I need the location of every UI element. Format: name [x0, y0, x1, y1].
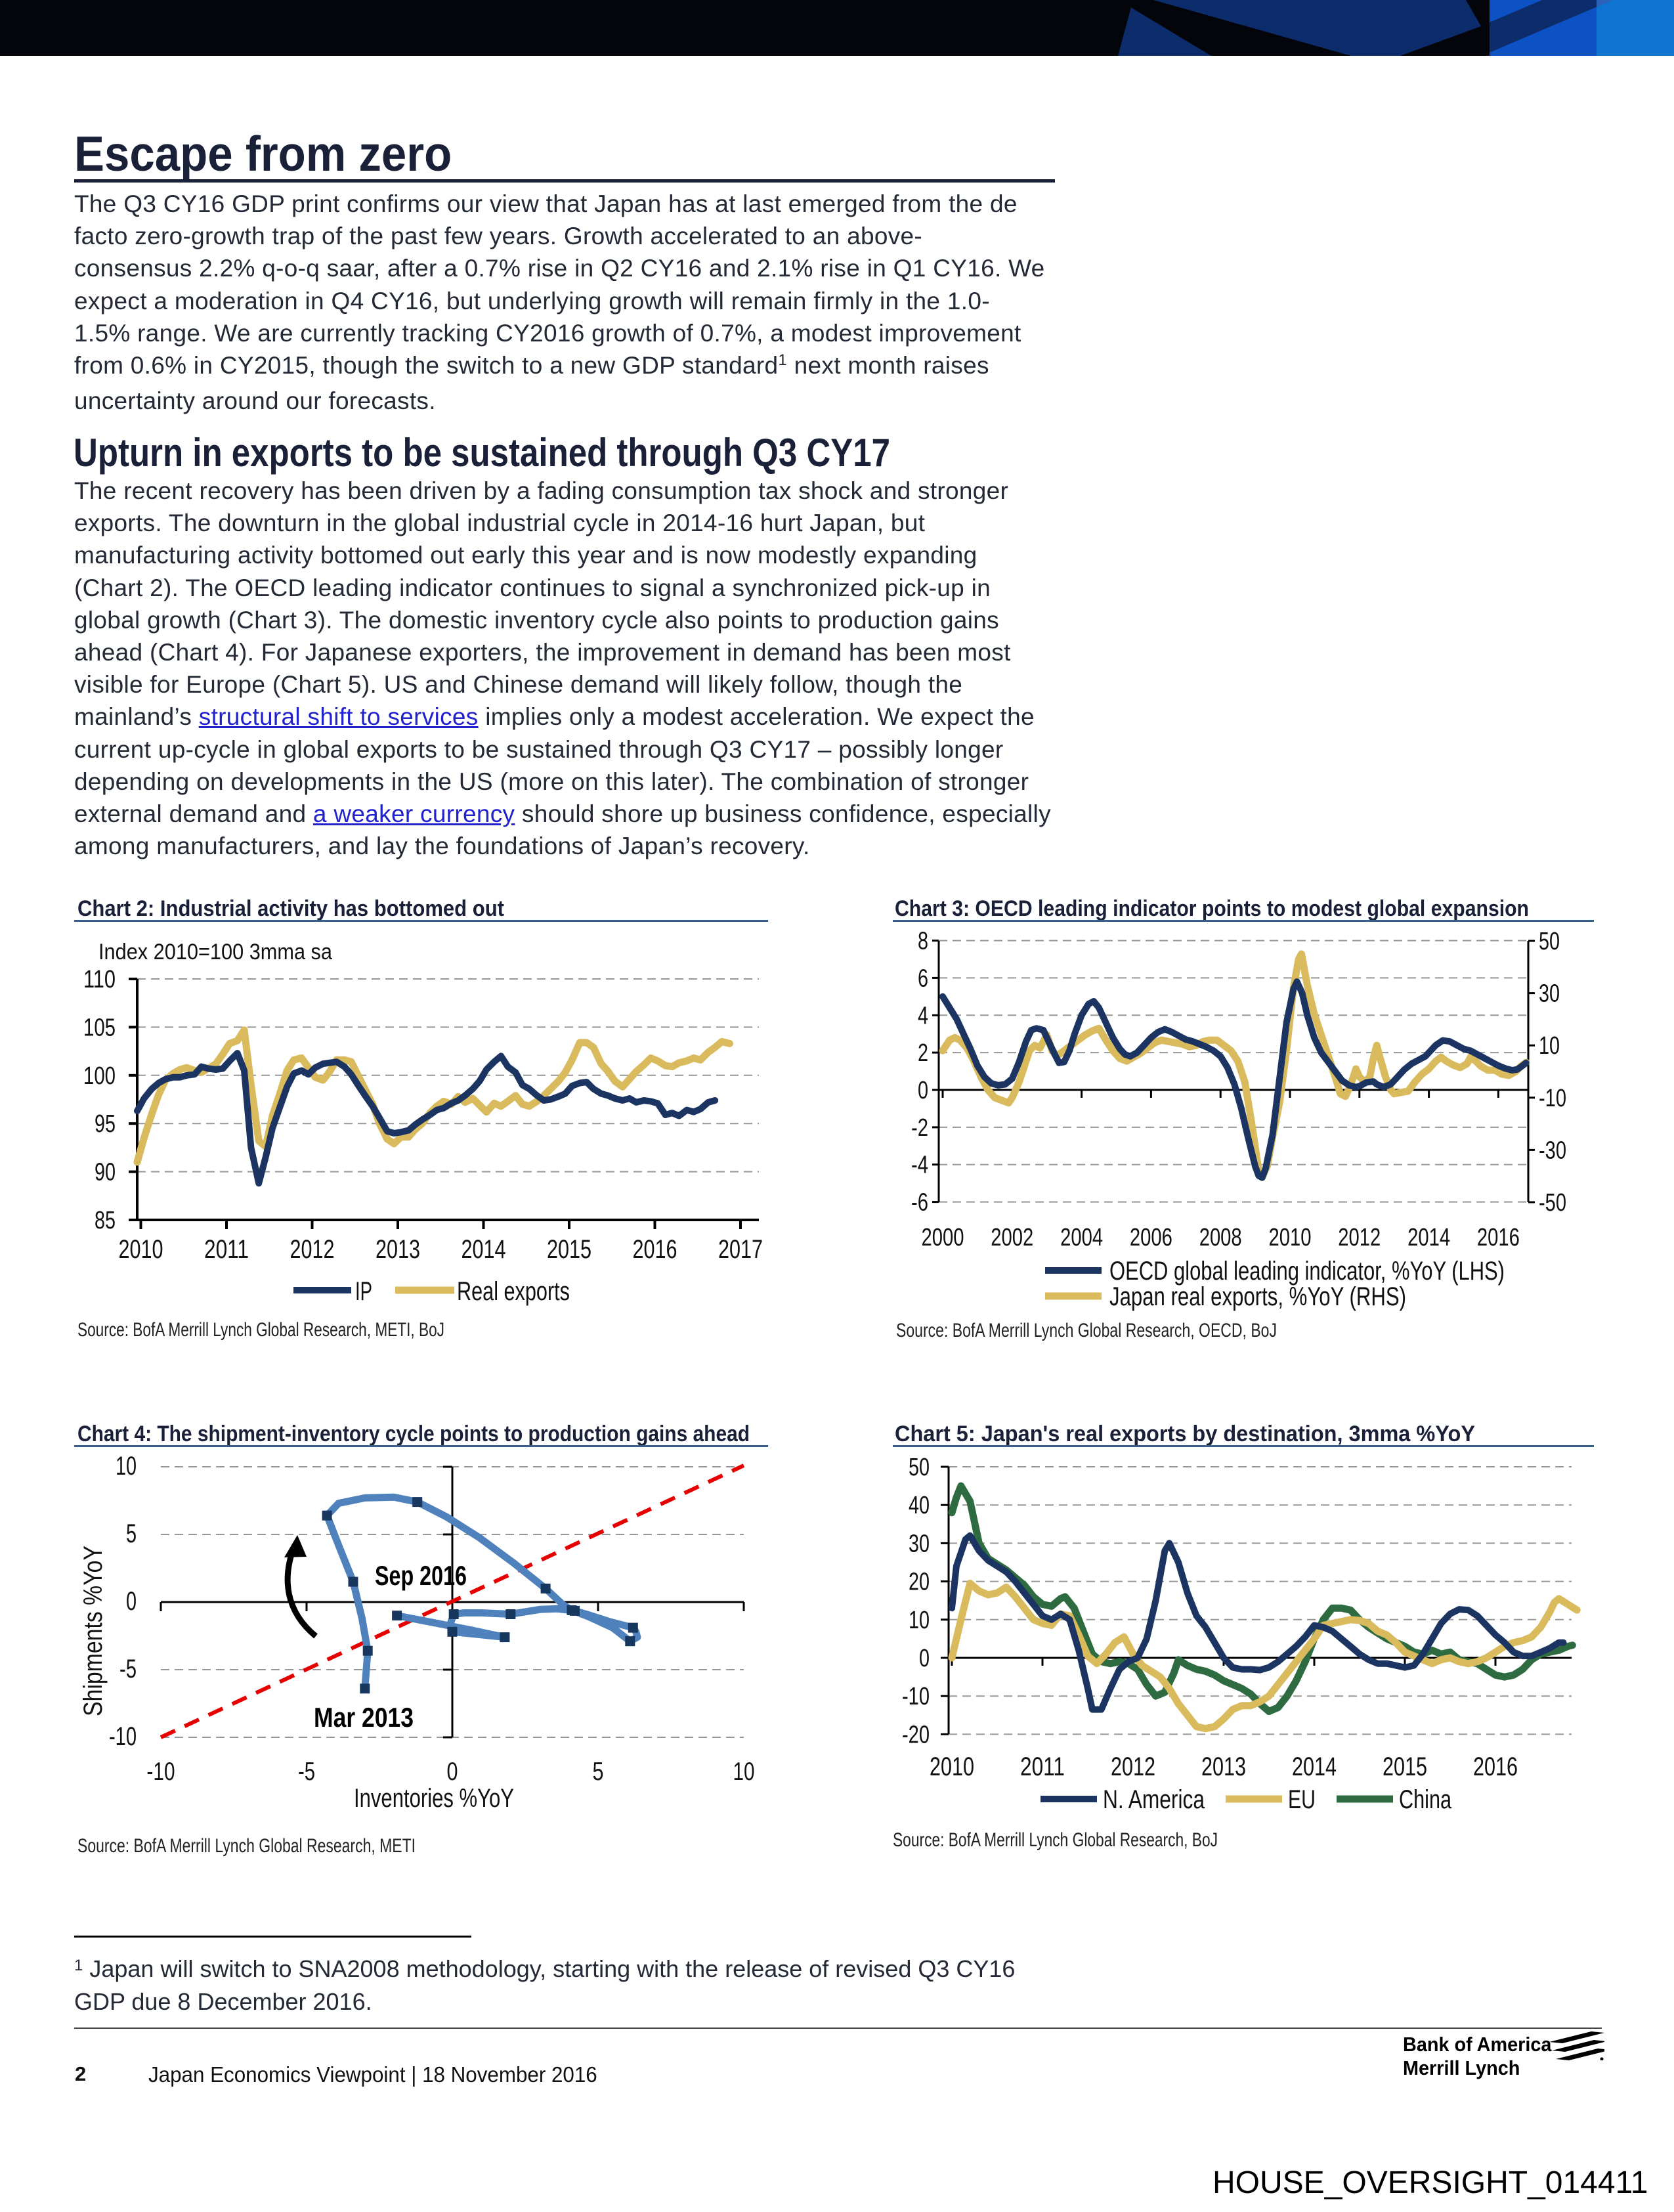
svg-text:-30: -30 [1539, 1137, 1566, 1164]
svg-text:10: 10 [909, 1607, 930, 1634]
svg-text:2: 2 [918, 1039, 928, 1067]
svg-text:Sep 2016: Sep 2016 [375, 1560, 467, 1591]
svg-text:Source: BofA Merrill Lynch Glo: Source: BofA Merrill Lynch Global Resear… [77, 1319, 444, 1341]
svg-text:10: 10 [1539, 1032, 1560, 1060]
svg-text:OECD global leading indicator,: OECD global leading indicator, %YoY (LHS… [1109, 1257, 1505, 1286]
svg-text:-5: -5 [119, 1655, 137, 1683]
svg-text:85: 85 [95, 1207, 116, 1234]
svg-text:5: 5 [593, 1758, 604, 1786]
svg-text:2011: 2011 [1020, 1752, 1065, 1781]
svg-text:0: 0 [919, 1645, 930, 1672]
svg-text:20: 20 [909, 1569, 930, 1596]
svg-text:2016: 2016 [633, 1235, 677, 1264]
svg-text:30: 30 [909, 1530, 930, 1557]
svg-text:China: China [1399, 1785, 1452, 1814]
svg-text:30: 30 [1539, 980, 1560, 1008]
svg-text:-6: -6 [911, 1189, 928, 1217]
svg-text:2006: 2006 [1130, 1224, 1172, 1251]
svg-text:-10: -10 [902, 1683, 930, 1710]
svg-text:2004: 2004 [1060, 1224, 1103, 1251]
svg-text:Index 2010=100 3mma sa: Index 2010=100 3mma sa [98, 940, 332, 965]
svg-text:2010: 2010 [119, 1235, 163, 1264]
svg-text:-10: -10 [109, 1722, 137, 1751]
svg-text:5: 5 [126, 1519, 137, 1548]
svg-text:2014: 2014 [461, 1235, 506, 1264]
svg-text:IP: IP [355, 1277, 372, 1306]
svg-text:2010: 2010 [1269, 1224, 1312, 1251]
svg-text:Source: BofA Merrill Lynch Glo: Source: BofA Merrill Lynch Global Resear… [77, 1835, 416, 1857]
svg-text:2015: 2015 [547, 1235, 591, 1264]
svg-text:50: 50 [1539, 928, 1560, 955]
svg-text:105: 105 [83, 1014, 116, 1041]
svg-text:Chart 2: Industrial activity h: Chart 2: Industrial activity has bottome… [77, 896, 504, 921]
svg-text:2002: 2002 [991, 1224, 1033, 1251]
svg-text:Chart 4: The shipment-inventor: Chart 4: The shipment-inventory cycle po… [77, 1421, 750, 1446]
svg-text:2011: 2011 [204, 1235, 249, 1264]
svg-text:10: 10 [733, 1758, 755, 1786]
svg-text:-20: -20 [902, 1721, 930, 1748]
svg-text:Mar 2013: Mar 2013 [314, 1702, 414, 1733]
svg-text:90: 90 [95, 1159, 116, 1186]
svg-text:2016: 2016 [1477, 1224, 1520, 1251]
svg-text:2016: 2016 [1473, 1752, 1518, 1781]
svg-text:2008: 2008 [1199, 1224, 1242, 1251]
svg-text:-10: -10 [1539, 1085, 1566, 1112]
svg-text:Shipments %YoY: Shipments %YoY [79, 1546, 108, 1716]
svg-text:6: 6 [918, 965, 928, 992]
svg-text:-2: -2 [911, 1114, 928, 1142]
svg-text:2000: 2000 [922, 1224, 964, 1251]
svg-text:100: 100 [83, 1062, 116, 1090]
svg-text:2010: 2010 [930, 1752, 974, 1781]
svg-text:2012: 2012 [1111, 1752, 1155, 1781]
svg-text:Chart 3: OECD leading indicato: Chart 3: OECD leading indicator points t… [895, 896, 1529, 921]
svg-text:Source: BofA Merrill Lynch Glo: Source: BofA Merrill Lynch Global Resear… [893, 1829, 1218, 1851]
svg-text:2014: 2014 [1407, 1224, 1450, 1251]
svg-text:-5: -5 [298, 1758, 315, 1786]
svg-text:8: 8 [918, 928, 928, 955]
svg-text:Source: BofA Merrill Lynch Glo: Source: BofA Merrill Lynch Global Resear… [896, 1320, 1277, 1341]
svg-text:110: 110 [83, 966, 116, 993]
svg-text:Real exports: Real exports [457, 1277, 570, 1306]
svg-text:2015: 2015 [1383, 1752, 1427, 1781]
svg-text:0: 0 [447, 1758, 458, 1786]
svg-text:-50: -50 [1539, 1189, 1566, 1217]
svg-text:0: 0 [126, 1587, 137, 1616]
svg-text:Japan real exports, %YoY (RHS): Japan real exports, %YoY (RHS) [1109, 1282, 1406, 1311]
svg-text:2012: 2012 [1338, 1224, 1381, 1251]
svg-text:0: 0 [918, 1077, 928, 1104]
svg-text:-4: -4 [911, 1152, 928, 1179]
svg-text:2014: 2014 [1292, 1752, 1337, 1781]
svg-text:95: 95 [95, 1110, 116, 1138]
svg-text:2013: 2013 [376, 1235, 420, 1264]
svg-text:4: 4 [918, 1002, 928, 1030]
svg-text:40: 40 [909, 1492, 930, 1519]
svg-text:10: 10 [116, 1452, 137, 1481]
svg-text:Chart 5: Japan's real exports: Chart 5: Japan's real exports by destina… [895, 1421, 1475, 1446]
svg-text:2012: 2012 [290, 1235, 335, 1264]
svg-text:-10: -10 [147, 1758, 175, 1786]
svg-text:2013: 2013 [1201, 1752, 1246, 1781]
svg-text:Inventories %YoY: Inventories %YoY [354, 1784, 514, 1813]
svg-text:N. America: N. America [1103, 1785, 1205, 1814]
svg-text:EU: EU [1288, 1785, 1316, 1814]
svg-text:2017: 2017 [718, 1235, 763, 1264]
svg-text:50: 50 [909, 1454, 930, 1481]
